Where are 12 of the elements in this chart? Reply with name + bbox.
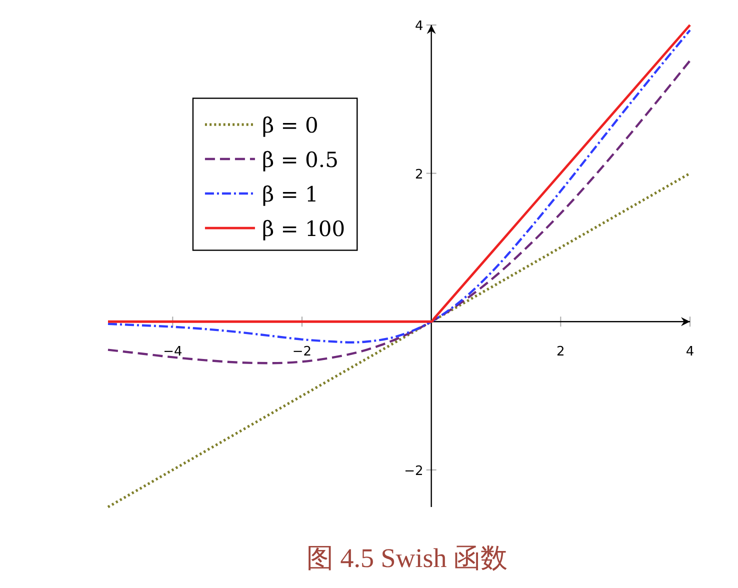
y-tick-label: 2	[415, 167, 424, 182]
x-tick-label: −2	[292, 344, 312, 360]
x-tick-label: −4	[163, 344, 182, 360]
title: 图 4.5 Swish 函数	[306, 543, 508, 573]
y-tick-label: 4	[415, 19, 424, 34]
x-tick-label: 2	[556, 344, 565, 360]
legend-label: β = 100	[262, 217, 346, 242]
x-tick-label: 4	[686, 344, 694, 360]
y-tick-label: −2	[404, 464, 424, 479]
legend-label: β = 0	[262, 114, 318, 138]
legend-label: β = 0.5	[262, 148, 338, 172]
legend-label: β = 1	[262, 182, 318, 207]
